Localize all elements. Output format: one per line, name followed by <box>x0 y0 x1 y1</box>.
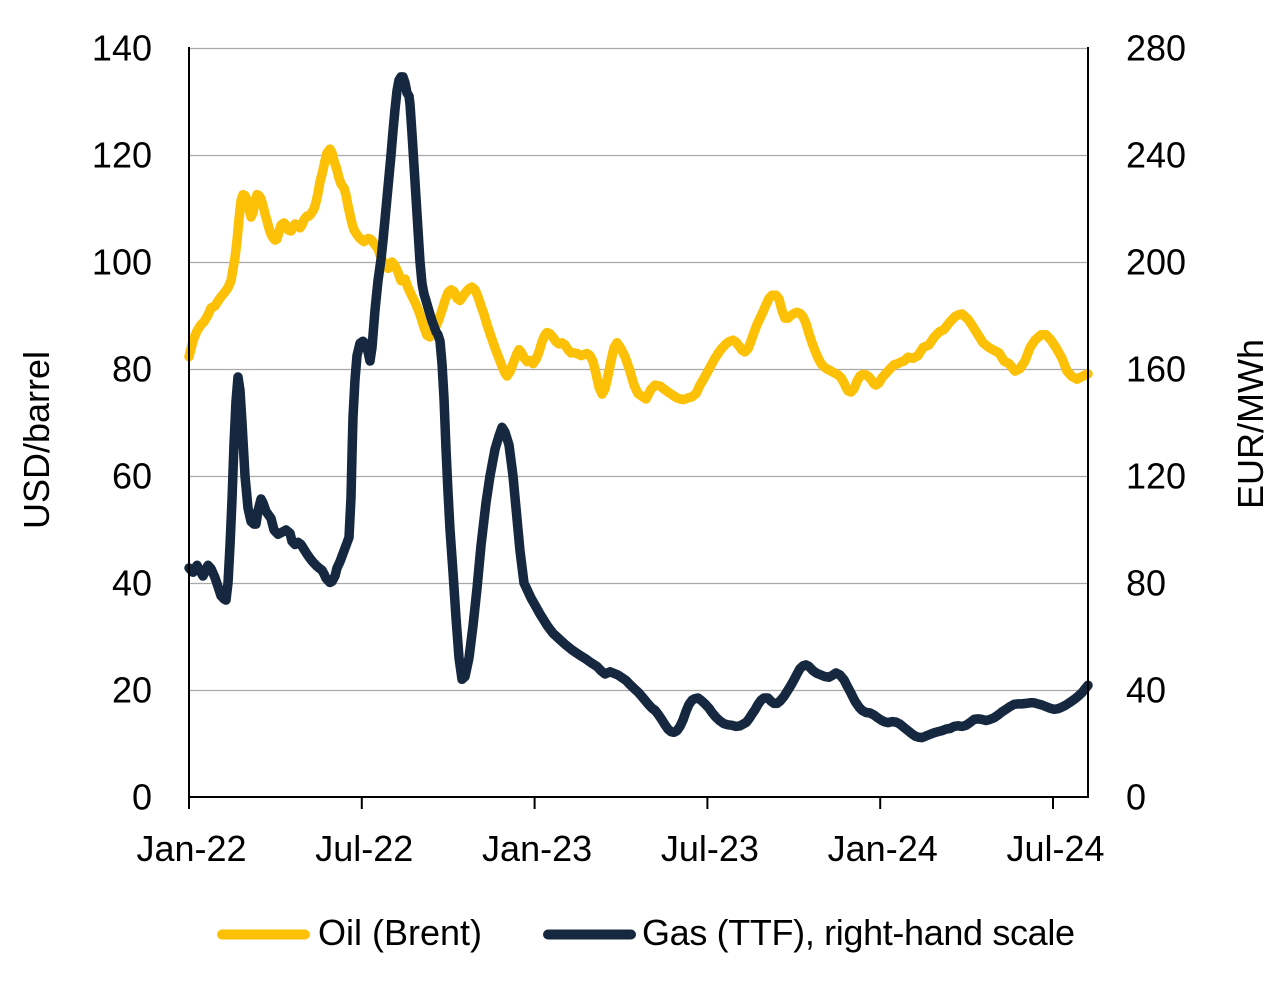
svg-text:Jan-24: Jan-24 <box>828 828 938 869</box>
svg-text:Oil (Brent): Oil (Brent) <box>318 912 482 953</box>
svg-text:Jul-23: Jul-23 <box>661 828 759 869</box>
svg-text:EUR/MWh: EUR/MWh <box>1230 339 1271 509</box>
svg-text:USD/barrel: USD/barrel <box>16 351 57 529</box>
svg-text:120: 120 <box>1126 456 1186 497</box>
svg-text:Jan-22: Jan-22 <box>136 828 246 869</box>
svg-text:200: 200 <box>1126 242 1186 283</box>
svg-text:Jan-23: Jan-23 <box>482 828 592 869</box>
svg-text:160: 160 <box>1126 349 1186 390</box>
svg-text:20: 20 <box>112 670 152 711</box>
svg-text:40: 40 <box>1126 670 1166 711</box>
svg-text:Jul-22: Jul-22 <box>315 828 413 869</box>
svg-text:0: 0 <box>1126 777 1146 818</box>
svg-text:80: 80 <box>112 349 152 390</box>
svg-text:40: 40 <box>112 563 152 604</box>
svg-text:0: 0 <box>132 777 152 818</box>
svg-text:60: 60 <box>112 456 152 497</box>
svg-text:240: 240 <box>1126 135 1186 176</box>
svg-text:80: 80 <box>1126 563 1166 604</box>
svg-text:Gas (TTF), right-hand scale: Gas (TTF), right-hand scale <box>642 912 1075 953</box>
svg-text:120: 120 <box>92 135 152 176</box>
svg-text:Jul-24: Jul-24 <box>1006 828 1104 869</box>
svg-text:140: 140 <box>92 28 152 69</box>
svg-text:100: 100 <box>92 242 152 283</box>
svg-text:280: 280 <box>1126 28 1186 69</box>
